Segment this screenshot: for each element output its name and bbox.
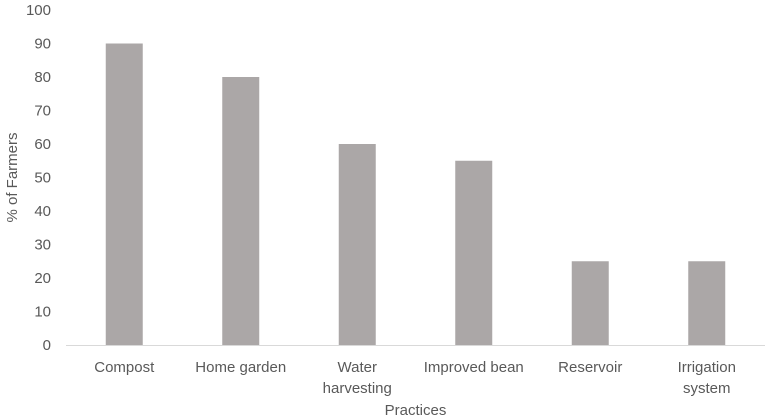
bar (338, 144, 376, 345)
x-tick-label: Irrigation (678, 359, 736, 376)
bar-series (105, 43, 726, 345)
x-tick-label: Home garden (195, 359, 286, 376)
bar (688, 261, 726, 345)
y-tick-label: 20 (34, 270, 51, 287)
x-tick-label: Compost (94, 359, 155, 376)
y-tick-label: 90 (34, 36, 51, 53)
x-axis-title: Practices (385, 402, 447, 419)
y-tick-label: 50 (34, 170, 51, 187)
x-tick-label: Improved bean (424, 359, 524, 376)
y-tick-label: 60 (34, 136, 51, 153)
bar (455, 160, 493, 345)
y-tick-label: 30 (34, 237, 51, 254)
x-tick-label: Water (338, 359, 377, 376)
y-tick-label: 70 (34, 103, 51, 120)
y-tick-label: 80 (34, 69, 51, 86)
x-axis-ticks: Compost Home garden Water harvesting Improve… (94, 359, 736, 397)
x-tick-label: Reservoir (558, 359, 622, 376)
bar (571, 261, 609, 345)
bar (222, 77, 260, 345)
y-axis-title: % of Farmers (4, 132, 21, 222)
bar (105, 43, 143, 345)
x-tick-label: harvesting (323, 380, 392, 397)
x-tick-label: system (683, 380, 731, 397)
y-tick-label: 0 (43, 337, 51, 354)
y-tick-label: 10 (34, 304, 51, 321)
y-tick-label: 100 (26, 2, 51, 19)
y-tick-label: 40 (34, 203, 51, 220)
y-axis-ticks: 0 10 20 30 40 50 60 70 80 90 100 (26, 2, 51, 354)
